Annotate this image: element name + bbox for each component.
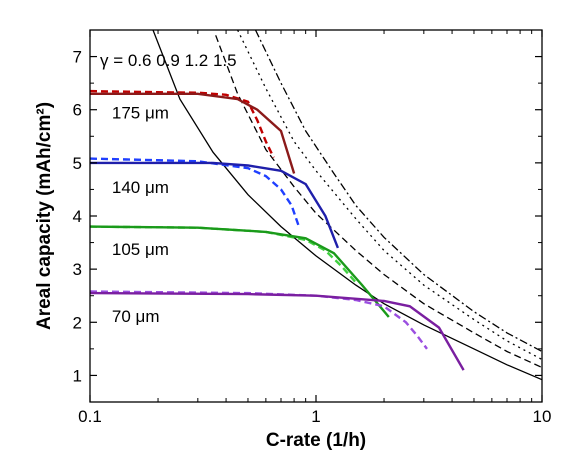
limit-curve-gamma-1_5 — [254, 30, 542, 353]
y-tick-label: 4 — [73, 207, 82, 226]
limit-curves — [152, 30, 542, 381]
x-tick-label: 1 — [311, 407, 320, 426]
y-axis-title: Areal capacity (mAh/cm²) — [34, 102, 55, 330]
plot-frame — [89, 29, 543, 403]
x-tick-label: 0.1 — [78, 407, 102, 426]
series-70um-solid — [90, 291, 465, 371]
thickness-label: 105 μm — [112, 240, 169, 259]
series-105um-solid — [90, 225, 390, 318]
y-tick-label: 5 — [73, 154, 82, 173]
y-tick-label: 6 — [73, 101, 82, 120]
y-tick-label: 7 — [73, 48, 82, 67]
x-tick-label: 10 — [533, 407, 552, 426]
y-tick-label: 3 — [73, 260, 82, 279]
y-tick-label: 2 — [73, 313, 82, 332]
limit-curve-gamma-0_9 — [215, 35, 542, 369]
thickness-label: 175 μm — [112, 103, 169, 122]
y-tick-label: 1 — [73, 366, 82, 385]
x-axis-title: C-rate (1/h) — [266, 430, 366, 451]
thickness-label: 140 μm — [112, 178, 169, 197]
thickness-label: 70 μm — [112, 307, 160, 326]
series-140um-solid — [90, 161, 340, 249]
series-175um-solid — [90, 92, 296, 174]
data-series — [90, 89, 465, 371]
gamma-label: γ = 0.6 0.9 1.2 1.5 — [100, 51, 237, 70]
annotations: 175 μm 140 μm 105 μm 70 μm — [112, 103, 169, 326]
limit-curve-gamma-0_6 — [152, 30, 542, 381]
series-140um-dashed — [90, 157, 301, 227]
axis-ticks: 0.1 1 10 1 2 3 4 5 6 7 — [73, 30, 552, 426]
